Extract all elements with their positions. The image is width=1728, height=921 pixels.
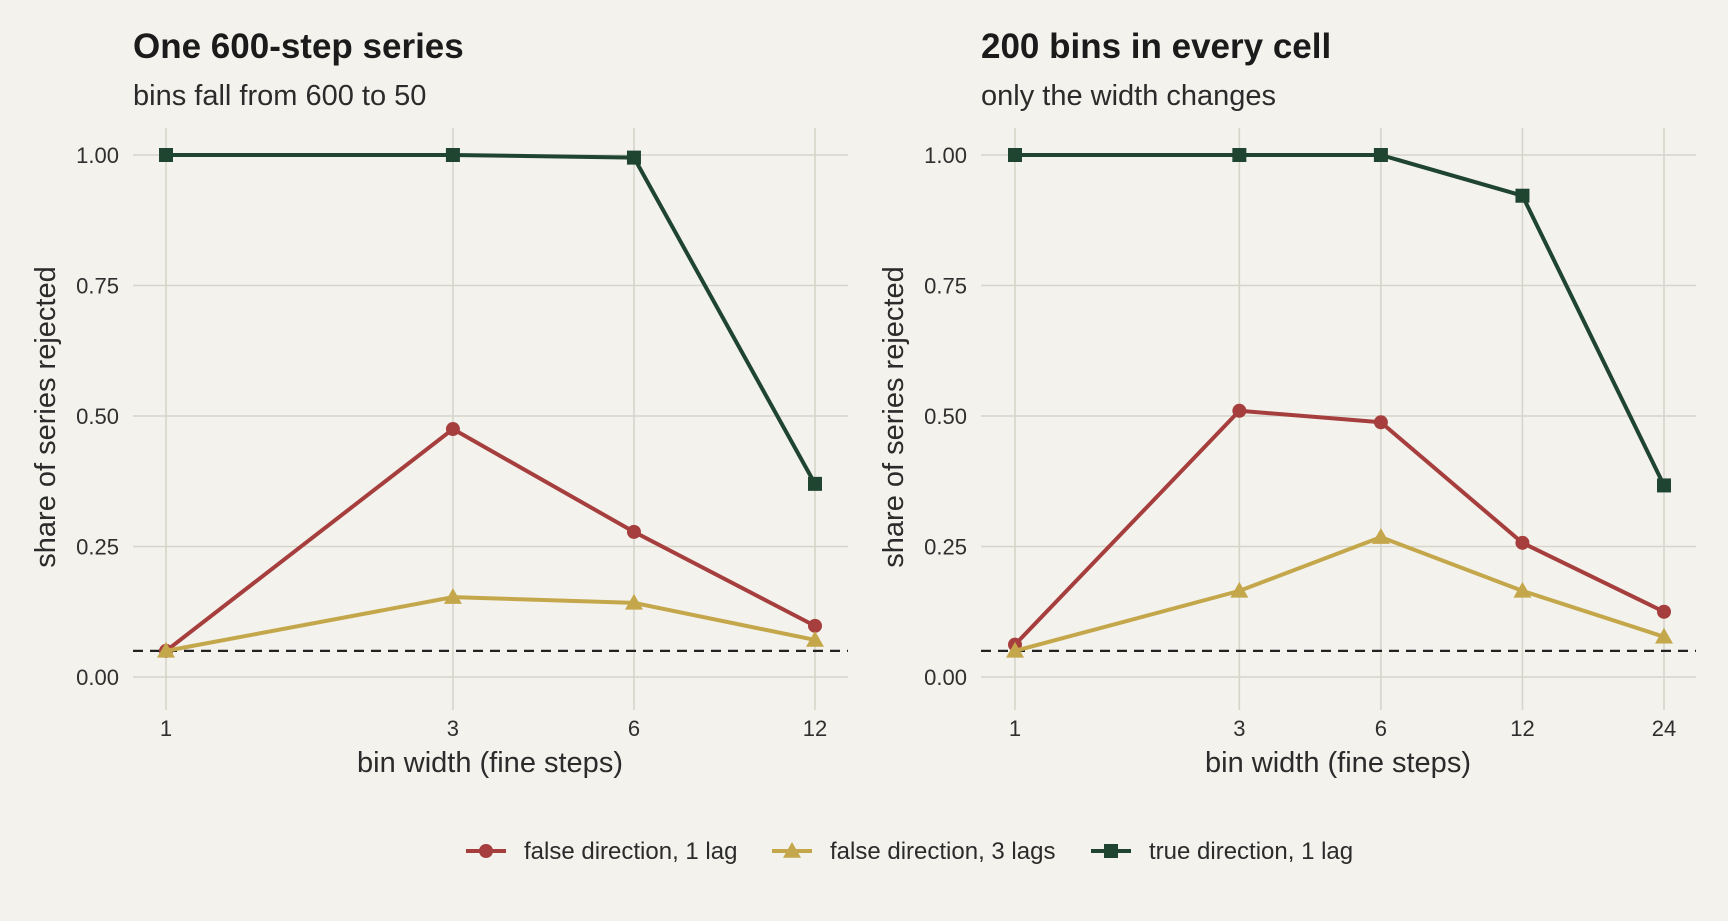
legend-item: true direction, 1 lag	[1091, 838, 1353, 865]
series-layer	[157, 148, 824, 658]
y-tick-label: 0.25	[924, 535, 967, 560]
y-tick-label: 0.50	[76, 404, 119, 429]
x-tick-label: 12	[1510, 716, 1534, 741]
y-axis-label: share of series rejected	[30, 266, 62, 567]
data-point	[1006, 641, 1024, 658]
y-tick-label: 0.00	[76, 665, 119, 690]
data-point	[1657, 604, 1671, 619]
data-point	[157, 641, 175, 658]
data-point	[626, 524, 641, 539]
y-axis-ticks: 0.00 0.25 0.50 0.75 1.00	[924, 143, 967, 690]
data-point	[624, 593, 643, 610]
data-point	[1655, 627, 1673, 644]
data-point	[1373, 415, 1388, 430]
data-point	[1373, 148, 1388, 162]
y-tick-label: 0.75	[76, 274, 119, 299]
data-point	[445, 148, 460, 162]
data-point	[159, 148, 173, 162]
x-tick-label: 12	[803, 716, 827, 741]
x-tick-label: 3	[1233, 716, 1245, 741]
data-point	[443, 588, 462, 604]
y-tick-label: 0.50	[924, 404, 967, 429]
chart-panel-right: 200 bins in every cell only the width ch…	[878, 27, 1696, 779]
chart-title: 200 bins in every cell	[981, 27, 1331, 66]
x-axis-label: bin width (fine steps)	[357, 747, 623, 779]
data-point	[1513, 581, 1532, 598]
x-axis-label: bin width (fine steps)	[1205, 747, 1471, 779]
chart-subtitle: bins fall from 600 to 50	[133, 80, 426, 112]
x-axis-ticks: 1 3 6 12 24	[1009, 716, 1676, 741]
x-axis-ticks: 1 3 6 12	[160, 716, 827, 741]
y-tick-label: 0.25	[76, 535, 119, 560]
y-tick-label: 1.00	[76, 143, 119, 168]
series-line	[1015, 153, 1666, 487]
legend: false direction, 1 lag false direction, 3…	[466, 838, 1353, 865]
legend-marker	[783, 842, 801, 858]
x-tick-label: 1	[160, 716, 172, 741]
series-false-direction-1-lag	[1008, 403, 1671, 652]
series-layer	[1006, 148, 1673, 658]
data-point	[806, 630, 824, 647]
data-point	[1515, 188, 1530, 203]
data-point	[445, 422, 460, 437]
x-tick-label: 1	[1009, 716, 1021, 741]
data-point	[808, 476, 822, 491]
series-line	[166, 153, 817, 485]
series-true-direction-1-lag	[159, 148, 822, 491]
y-tick-label: 0.00	[924, 665, 967, 690]
data-point	[626, 150, 641, 165]
series-line	[165, 595, 816, 653]
series-line	[1014, 535, 1665, 653]
data-point	[1232, 403, 1247, 418]
series-line	[164, 427, 816, 653]
chart-subtitle: only the width changes	[981, 80, 1276, 112]
y-tick-label: 0.75	[924, 274, 967, 299]
x-tick-label: 6	[1375, 716, 1387, 741]
data-point	[1008, 148, 1022, 162]
y-axis-ticks: 0.00 0.25 0.50 0.75 1.00	[76, 143, 119, 690]
legend-label: false direction, 3 lags	[830, 838, 1055, 865]
data-point	[1515, 535, 1530, 550]
x-tick-label: 6	[628, 716, 640, 741]
series-true-direction-1-lag	[1008, 148, 1671, 493]
legend-marker	[1104, 844, 1118, 858]
legend-label: true direction, 1 lag	[1149, 838, 1353, 865]
data-point	[1230, 581, 1249, 598]
data-point	[1371, 528, 1390, 544]
chart-panel-left: One 600-step series bins fall from 600 t…	[30, 27, 848, 779]
data-point	[1232, 148, 1247, 162]
series-line	[1013, 408, 1665, 647]
data-point	[1657, 478, 1671, 493]
y-axis-label: share of series rejected	[878, 266, 910, 567]
legend-item: false direction, 1 lag	[466, 838, 737, 865]
x-tick-label: 3	[447, 716, 459, 741]
y-tick-label: 1.00	[924, 143, 967, 168]
data-point	[808, 618, 822, 633]
chart-title: One 600-step series	[133, 27, 464, 66]
legend-item: false direction, 3 lags	[772, 838, 1055, 865]
series-false-direction-3-lags	[1006, 528, 1673, 658]
x-tick-label: 24	[1652, 716, 1676, 741]
legend-label: false direction, 1 lag	[524, 838, 737, 865]
legend-marker	[479, 844, 493, 858]
series-false-direction-3-lags	[157, 588, 824, 658]
